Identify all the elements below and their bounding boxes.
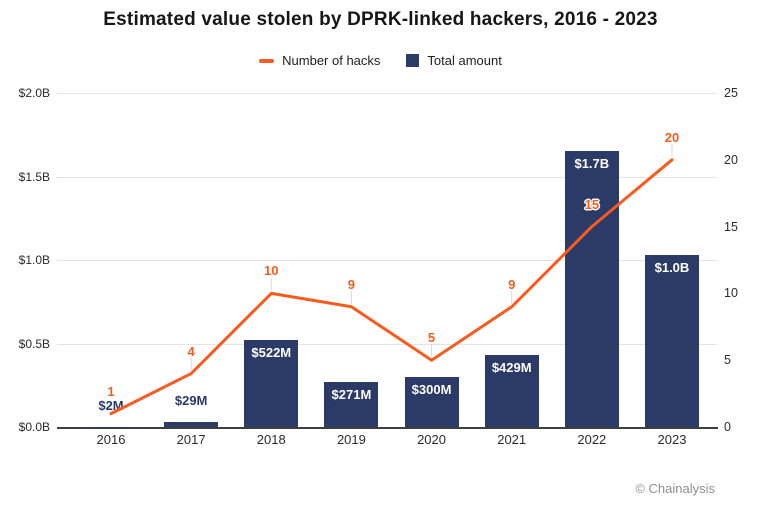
hacks-count-label: 4 [187,343,195,359]
hacks-count-label: 10 [264,263,279,279]
left-axis-tick-label: $0.5B [18,336,50,351]
bar-2017 [164,422,219,427]
x-axis-tick-label: 2017 [176,432,206,447]
left-axis-tick-label: $1.5B [18,169,50,184]
right-axis-tick-label: 25 [724,86,738,100]
left-axis-tick-label: $1.0B [18,253,50,267]
bar-2018 [244,339,299,427]
legend-label: Total amount [427,53,502,68]
hacks-count-label: 9 [347,276,356,292]
legend-label: Number of hacks [282,53,381,68]
chart-title: Estimated value stolen by DPRK-linked ha… [103,9,658,30]
gridline [57,93,717,94]
legend-item-number-of-hacks: Number of hacks [259,53,380,68]
bar-2023 [644,254,699,427]
left-axis-tick-label: $2.0B [18,86,50,100]
bar-2019 [324,381,379,427]
bar-2020 [404,376,459,427]
x-axis-tick-label: 2021 [497,432,527,447]
gridline [57,343,717,345]
bar-2022 [564,151,619,427]
bar-value-label: $300M [411,381,452,397]
attribution: © Chainalysis [635,481,715,496]
bar-value-label: $271M [331,386,372,402]
hacks-count-label: 1 [107,383,115,399]
bar-value-label: $1.7B [574,156,610,172]
hacks-count-label: 15 [584,196,600,212]
hacks-count-label: 5 [427,330,436,346]
x-axis-tick-label: 2018 [256,432,286,447]
line-swatch-icon [259,58,275,63]
right-axis-tick-label: 15 [724,219,738,234]
bar-value-label: $29M [174,393,208,409]
x-axis-tick-label: 2019 [336,432,366,447]
chart-legend: Number of hacks Total amount [0,53,761,68]
line-path [109,158,674,416]
bar-swatch-icon [406,54,420,67]
hacks-count-label: 20 [664,129,680,145]
bar-value-label: $1.0B [654,259,690,275]
hacks-count-label: 9 [508,276,516,292]
x-axis-line [57,427,718,429]
right-axis-tick-label: 0 [724,420,731,434]
right-axis-tick-label: 5 [724,353,731,368]
right-axis-tick-label: 20 [724,152,738,167]
bar-value-label: $429M [491,360,532,376]
x-axis-tick-label: 2022 [577,432,607,447]
right-axis-tick-label: 10 [724,286,738,301]
x-axis-tick-label: 2020 [417,432,446,447]
gridline [57,260,717,261]
legend-item-total-amount: Total amount [406,53,502,68]
left-axis-tick-label: $0.0B [18,420,50,434]
x-axis-tick-label: 2016 [96,432,126,447]
bar-value-label: $522M [251,344,292,360]
gridline [57,176,717,178]
bar-2021 [484,355,539,427]
x-axis-tick-label: 2023 [657,432,687,447]
